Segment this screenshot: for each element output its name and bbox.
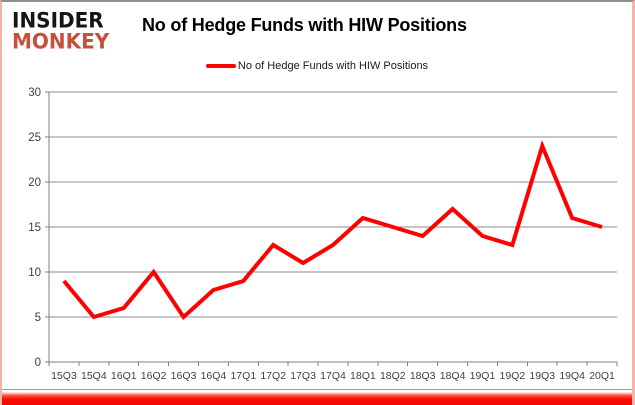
y-axis-label: 0	[35, 357, 41, 369]
x-axis-label: 16Q3	[171, 370, 197, 382]
x-axis-label: 19Q3	[529, 370, 555, 382]
x-axis-label: 19Q2	[500, 370, 526, 382]
y-axis-label: 20	[28, 177, 41, 189]
legend: No of Hedge Funds with HIW Positions	[2, 60, 632, 72]
legend-label: No of Hedge Funds with HIW Positions	[237, 60, 429, 72]
y-axis-label: 5	[35, 312, 41, 324]
y-axis-label: 25	[28, 132, 41, 144]
y-axis-label: 10	[28, 267, 41, 279]
x-axis-label: 18Q4	[440, 370, 466, 382]
y-axis-label: 15	[28, 222, 41, 234]
x-axis-label: 17Q1	[230, 370, 256, 382]
x-axis-label: 17Q3	[290, 370, 316, 382]
chart-title: No of Hedge Funds with HIW Positions	[142, 15, 467, 35]
insider-monkey-logo: INSIDER MONKEY	[12, 7, 110, 54]
series-line	[62, 140, 603, 321]
x-axis-label: 18Q1	[350, 370, 376, 382]
y-axis-label: 30	[28, 87, 41, 99]
x-axis-label: 15Q4	[81, 370, 107, 382]
x-axis-label: 16Q2	[141, 370, 167, 382]
x-axis-label: 19Q4	[559, 370, 585, 382]
x-axis-label: 18Q2	[380, 370, 406, 382]
x-axis-label: 17Q4	[320, 370, 346, 382]
logo-text-monkey: MONKEY	[12, 28, 110, 54]
x-axis-label: 18Q3	[410, 370, 436, 382]
x-axis-label: 16Q1	[111, 370, 137, 382]
bottom-accent-bar	[2, 389, 632, 405]
x-axis-label: 19Q1	[470, 370, 496, 382]
legend-line-swatch	[205, 64, 236, 68]
x-axis-label: 16Q4	[201, 370, 227, 382]
logo-text-insider: INSIDER	[12, 7, 104, 33]
x-axis-label: 15Q3	[51, 370, 77, 382]
x-axis-label: 17Q2	[260, 370, 286, 382]
x-axis-label: 20Q1	[589, 370, 615, 382]
